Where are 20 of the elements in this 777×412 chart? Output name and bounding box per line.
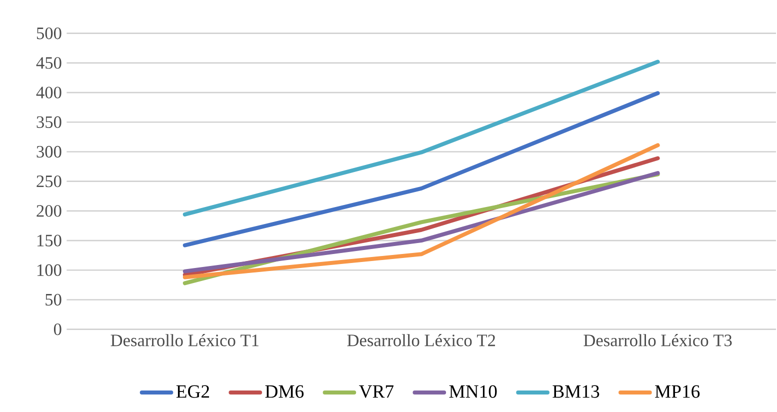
legend-label: MP16 bbox=[655, 385, 700, 398]
y-tick-label: 250 bbox=[36, 175, 62, 188]
y-tick-label: 500 bbox=[36, 28, 62, 40]
x-tick-label: Desarrollo Léxico T2 bbox=[347, 334, 496, 346]
y-tick-label: 300 bbox=[36, 146, 62, 158]
legend-label: VR7 bbox=[359, 385, 394, 398]
y-tick-label: 0 bbox=[54, 323, 62, 336]
y-tick-label: 450 bbox=[36, 57, 62, 69]
y-tick-label: 350 bbox=[36, 116, 62, 128]
legend-label: BM13 bbox=[552, 385, 600, 398]
x-tick-label: Desarrollo Léxico T1 bbox=[110, 334, 258, 346]
y-tick-label: 400 bbox=[36, 86, 62, 98]
y-tick-label: 100 bbox=[37, 264, 62, 276]
legend-label: EG2 bbox=[176, 385, 210, 398]
y-tick-label: 150 bbox=[37, 234, 62, 246]
legend-label: MN10 bbox=[449, 385, 497, 398]
x-tick-label: Desarrollo Léxico T3 bbox=[584, 334, 732, 346]
y-tick-label: 50 bbox=[46, 294, 62, 306]
y-tick-label: 200 bbox=[36, 205, 62, 217]
legend-label: DM6 bbox=[265, 385, 304, 398]
